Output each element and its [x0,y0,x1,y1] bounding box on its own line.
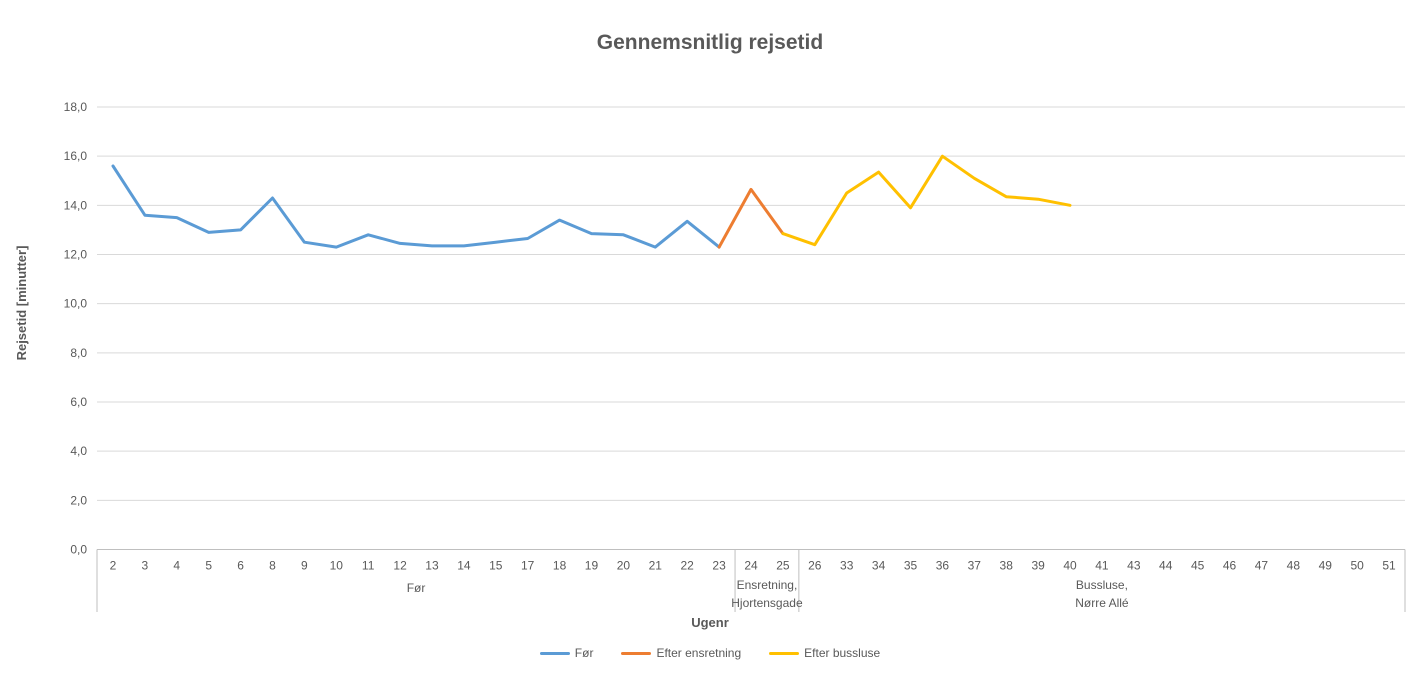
x-tick-label: 44 [1159,559,1173,573]
category-group-label: Hjortensgade [731,596,803,610]
x-tick-label: 51 [1382,559,1396,573]
category-group-label: Nørre Allé [1075,596,1129,610]
legend-swatch [621,651,652,655]
x-tick-label: 20 [617,559,631,573]
x-tick-label: 4 [173,559,180,573]
x-tick-label: 38 [1000,559,1014,573]
y-tick-label: 2,0 [70,493,87,507]
series-line-efter-bussluse [781,154,1072,247]
y-tick-label: 14,0 [64,198,88,212]
x-tick-label: 26 [808,559,822,573]
x-tick-label: 45 [1191,559,1205,573]
y-tick-label: 10,0 [64,297,88,311]
x-tick-label: 13 [425,559,439,573]
x-tick-label: 37 [968,559,982,573]
x-tick-label: 18 [553,559,567,573]
legend-item-før: Før [539,646,594,660]
x-tick-label: 33 [840,559,854,573]
x-tick-label: 22 [681,559,695,573]
x-tick-label: 36 [936,559,950,573]
legend-item-efter-bussluse: Efter bussluse [769,646,880,660]
x-tick-label: 50 [1350,559,1364,573]
x-tick-label: 10 [330,559,344,573]
y-tick-label: 16,0 [64,149,88,163]
x-tick-label: 43 [1127,559,1141,573]
y-tick-label: 4,0 [70,444,87,458]
x-tick-label: 48 [1287,559,1301,573]
x-tick-label: 46 [1223,559,1237,573]
series-line-før [111,164,721,249]
y-tick-label: 12,0 [64,248,88,262]
x-axis-title: Ugenr [691,615,729,630]
legend-item-efter-ensretning: Efter ensretning [621,646,741,660]
x-tick-label: 25 [776,559,790,573]
y-tick-label: 6,0 [70,395,87,409]
x-tick-label: 17 [521,559,535,573]
x-tick-label: 49 [1319,559,1333,573]
series-line-efter-ensretning [717,187,785,249]
x-tick-label: 35 [904,559,918,573]
x-tick-label: 34 [872,559,886,573]
x-tick-label: 47 [1255,559,1269,573]
x-tick-label: 2 [110,559,117,573]
x-tick-label: 3 [142,559,149,573]
x-tick-label: 11 [362,559,375,573]
category-group-label: Ensretning, [737,578,798,592]
legend-swatch [539,651,570,655]
x-tick-label: 15 [489,559,503,573]
legend-label: Efter ensretning [656,646,742,660]
x-tick-label: 39 [1031,559,1045,573]
x-tick-label: 8 [269,559,276,573]
chart-legend: Før Efter ensretning Efter bussluse [0,646,1420,660]
x-tick-label: 24 [744,559,758,573]
x-tick-label: 21 [649,559,663,573]
legend-swatch [769,651,800,655]
category-group-label: Bussluse, [1076,578,1128,592]
y-tick-label: 0,0 [70,543,87,557]
legend-label: Før [574,646,594,660]
x-tick-label: 5 [205,559,212,573]
x-tick-label: 19 [585,559,599,573]
x-tick-label: 12 [393,559,407,573]
y-tick-label: 8,0 [70,346,87,360]
y-tick-label: 18,0 [64,100,88,114]
x-tick-label: 40 [1063,559,1077,573]
x-tick-label: 23 [712,559,726,573]
x-tick-label: 41 [1095,559,1109,573]
y-axis-title: Rejsetid [minutter] [14,246,29,361]
chart-title: Gennemsnitlig rejsetid [596,31,824,54]
legend-label: Efter bussluse [804,646,881,660]
category-group-label: Før [407,581,426,595]
x-tick-label: 6 [237,559,244,573]
x-tick-label: 9 [301,559,308,573]
x-tick-label: 14 [457,559,471,573]
